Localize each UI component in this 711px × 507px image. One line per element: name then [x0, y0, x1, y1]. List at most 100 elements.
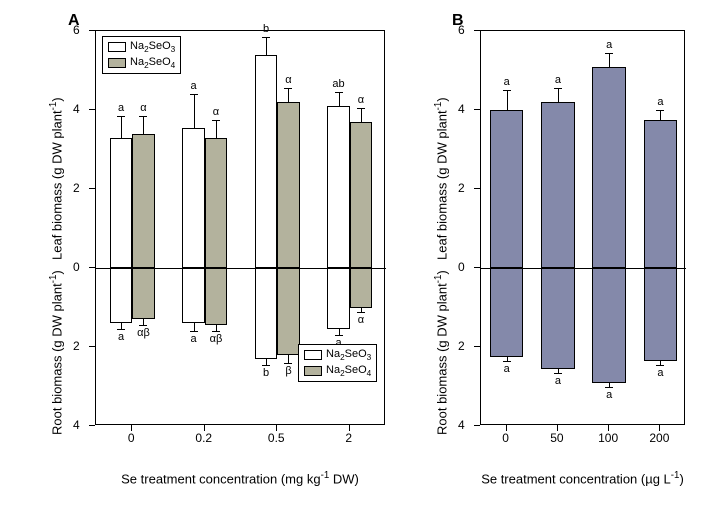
xtick — [131, 425, 132, 431]
error-bar — [558, 88, 559, 102]
error-bar — [609, 53, 610, 67]
swatch-na2seo3 — [108, 42, 126, 52]
ytick — [474, 188, 480, 189]
panel-a-legend-bottom: Na2SeO3 Na2SeO4 — [298, 344, 377, 382]
error-cap — [284, 88, 292, 89]
bar — [182, 128, 204, 268]
error-cap — [262, 365, 270, 366]
legend-label-na2seo3: Na2SeO3 — [130, 40, 175, 54]
xtick — [276, 425, 277, 431]
xtick-label: 200 — [644, 431, 674, 445]
error-cap — [656, 110, 664, 111]
panel-a-xlabel: Se treatment concentration (mg kg-1 DW) — [95, 470, 385, 486]
sig-label: α — [351, 94, 371, 106]
ytick-label: 2 — [73, 339, 80, 353]
ytick — [474, 109, 480, 110]
error-cap — [554, 373, 562, 374]
error-bar — [194, 323, 195, 331]
swatch-na2seo4-b — [304, 366, 322, 376]
ytick — [89, 30, 95, 31]
error-cap — [554, 88, 562, 89]
bar — [490, 110, 523, 268]
sig-label: αβ — [133, 327, 153, 339]
bar — [490, 268, 523, 357]
xtick — [349, 425, 350, 431]
error-cap — [139, 116, 147, 117]
error-cap — [357, 108, 365, 109]
error-cap — [656, 365, 664, 366]
error-cap — [190, 331, 198, 332]
sig-label: α — [278, 74, 298, 86]
sig-label: a — [111, 331, 131, 343]
panel-b-ylabel-top: Leaf biomass (g DW plant-1) — [433, 97, 449, 260]
ytick — [89, 188, 95, 189]
ytick — [89, 267, 95, 268]
error-bar — [507, 90, 508, 110]
sig-label: b — [256, 367, 276, 379]
xtick-label: 2 — [334, 431, 364, 445]
panel-a-ylabel-top: Leaf biomass (g DW plant-1) — [48, 97, 64, 260]
ytick-label: 4 — [458, 418, 465, 432]
ytick-label: 2 — [458, 181, 465, 195]
error-cap — [262, 37, 270, 38]
swatch-na2seo3-b — [304, 350, 322, 360]
error-cap — [139, 325, 147, 326]
ytick — [89, 425, 95, 426]
error-cap — [357, 312, 365, 313]
sig-label: α — [351, 314, 371, 326]
legend-row-na2seo3-b: Na2SeO3 — [304, 348, 371, 362]
sig-label: a — [497, 76, 517, 88]
bar — [592, 67, 625, 268]
ytick — [474, 425, 480, 426]
legend-label-na2seo3-b: Na2SeO3 — [326, 348, 371, 362]
bar — [255, 55, 277, 268]
error-bar — [194, 94, 195, 128]
bar — [110, 138, 132, 268]
xtick-label: 100 — [593, 431, 623, 445]
xtick-label: 0 — [116, 431, 146, 445]
ytick — [89, 109, 95, 110]
error-bar — [660, 110, 661, 120]
error-bar — [288, 355, 289, 363]
ytick-label: 4 — [73, 418, 80, 432]
sig-label: αβ — [206, 333, 226, 345]
sig-label: α — [206, 106, 226, 118]
error-bar — [266, 37, 267, 55]
sig-label: a — [599, 39, 619, 51]
error-cap — [335, 335, 343, 336]
bar — [182, 268, 204, 323]
xtick — [608, 425, 609, 431]
xtick — [506, 425, 507, 431]
sig-label: a — [650, 367, 670, 379]
sig-label: a — [184, 80, 204, 92]
sig-label: α — [133, 102, 153, 114]
sig-label: β — [278, 365, 298, 377]
bar — [350, 122, 372, 268]
bar — [205, 138, 227, 268]
error-bar — [121, 116, 122, 138]
sig-label: b — [256, 23, 276, 35]
bar — [110, 268, 132, 323]
bar — [277, 268, 299, 355]
error-cap — [605, 387, 613, 388]
error-cap — [605, 53, 613, 54]
ytick-label: 0 — [458, 260, 465, 274]
error-cap — [284, 363, 292, 364]
error-cap — [212, 120, 220, 121]
ytick-label: 4 — [458, 102, 465, 116]
error-cap — [335, 92, 343, 93]
bar — [541, 268, 574, 369]
error-cap — [117, 329, 125, 330]
error-cap — [190, 94, 198, 95]
ytick-label: 2 — [73, 181, 80, 195]
swatch-na2seo4 — [108, 58, 126, 68]
panel-a-ylabel-bot: Root biomass (g DW plant-1) — [48, 270, 64, 435]
figure-root: A B aαaαβaαaαβbαbβabαaα aaaaaaaa Leaf bi… — [0, 0, 711, 507]
ytick-label: 0 — [73, 260, 80, 274]
ytick — [474, 267, 480, 268]
legend-label-na2seo4-b: Na2SeO4 — [326, 364, 371, 378]
error-cap — [503, 90, 511, 91]
sig-label: a — [497, 363, 517, 375]
sig-label: a — [548, 375, 568, 387]
ytick-label: 4 — [73, 102, 80, 116]
